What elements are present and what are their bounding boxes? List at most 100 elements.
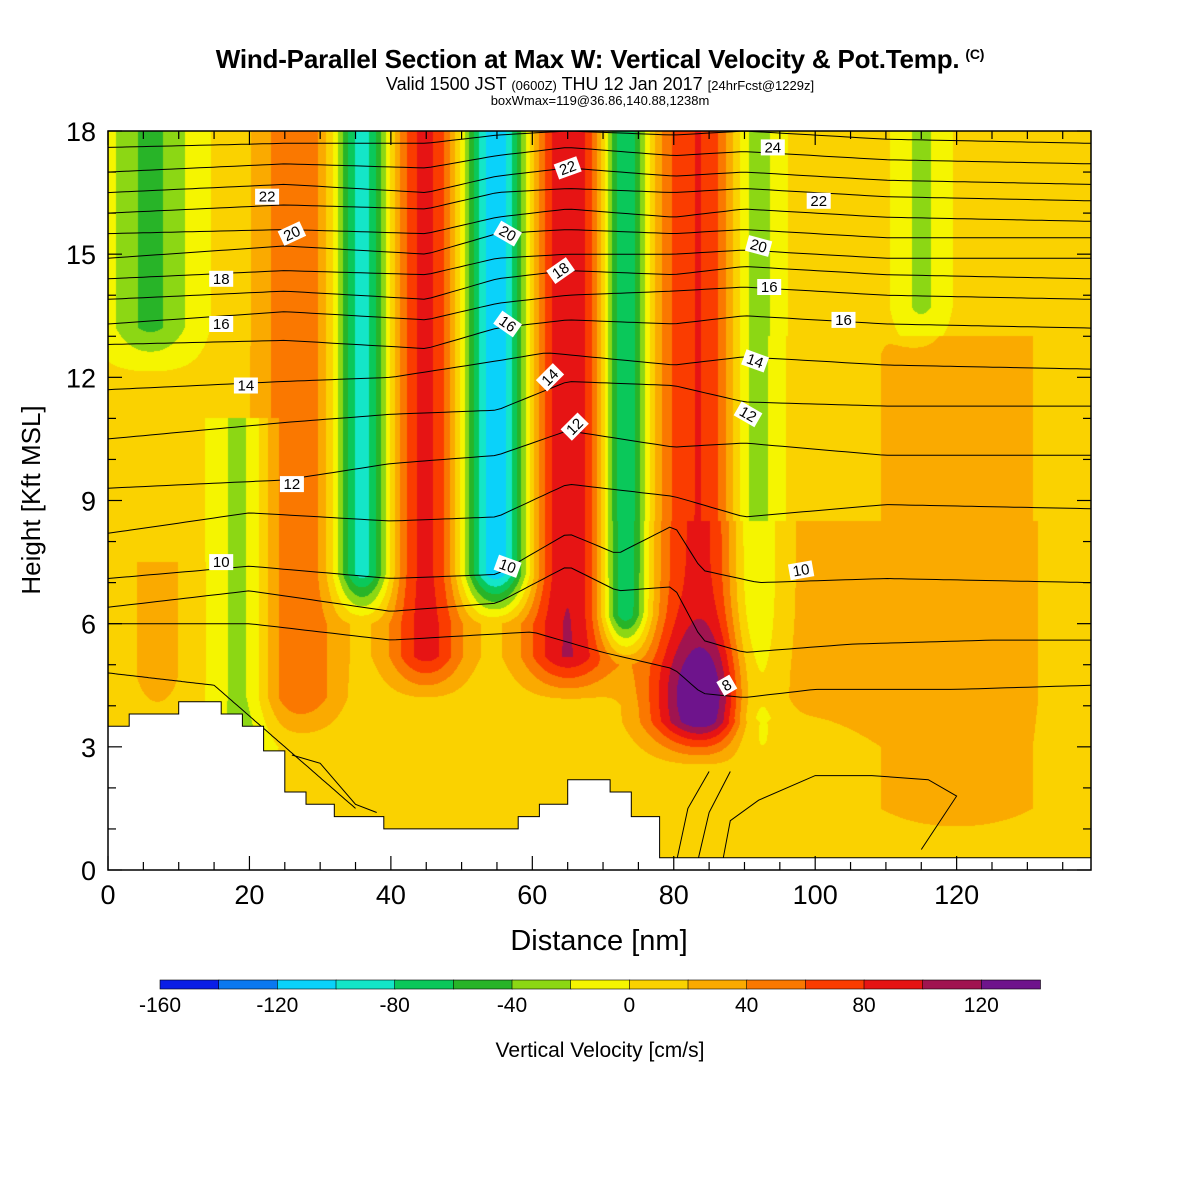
contour-label: 16 bbox=[831, 311, 856, 329]
contour-label-bg bbox=[560, 412, 589, 441]
colorbar-swatch bbox=[335, 979, 396, 990]
valid-prefix: Valid 1500 JST bbox=[385, 74, 507, 94]
contour-label-bg bbox=[535, 363, 565, 392]
colorbar-swatch bbox=[570, 979, 631, 990]
contour-label-bg bbox=[760, 139, 785, 156]
colorbar-tick-label: -120 bbox=[256, 994, 298, 1017]
y-tick-label: 3 bbox=[81, 733, 96, 763]
box-info: boxWmax=119@36.86,140.88,1238m bbox=[490, 93, 710, 108]
contour-label: 8 bbox=[716, 674, 738, 696]
colorbar-swatch bbox=[746, 979, 807, 990]
contour-label: 14 bbox=[741, 349, 770, 373]
colorbar-swatch bbox=[922, 979, 983, 990]
x-tick-label: 60 bbox=[517, 880, 547, 910]
contour-label-text: 18 bbox=[549, 259, 572, 282]
colorbar-tick-label: 120 bbox=[964, 994, 999, 1017]
colorbar-swatch bbox=[159, 979, 220, 990]
contour-label-bg bbox=[716, 674, 738, 696]
contour-label-text: 14 bbox=[238, 378, 255, 395]
contour-label-bg bbox=[279, 476, 304, 493]
colorbar-swatch bbox=[863, 979, 924, 990]
contour-label-bg bbox=[209, 554, 234, 571]
contour-label: 12 bbox=[733, 401, 763, 428]
contour-label-bg bbox=[553, 156, 582, 180]
contour-label-text: 22 bbox=[557, 158, 578, 180]
valid-zulu: (0600Z) bbox=[511, 78, 557, 93]
chart-subtitle: Valid 1500 JST (0600Z) THU 12 Jan 2017 [… bbox=[0, 74, 1200, 95]
contour-label-text: 16 bbox=[761, 279, 778, 296]
colorbar-swatch bbox=[629, 979, 689, 990]
contour-label-bg bbox=[757, 279, 782, 295]
colorbar-swatch bbox=[394, 979, 455, 990]
x-tick-label: 80 bbox=[659, 880, 689, 910]
colorbar-swatch bbox=[981, 979, 1041, 990]
isentrope bbox=[108, 352, 1091, 391]
contour-label-text: 24 bbox=[764, 139, 781, 156]
contour-label-bg bbox=[209, 316, 234, 332]
x-tick-label: 100 bbox=[793, 880, 838, 910]
isentrope bbox=[108, 672, 356, 809]
contour-label: 10 bbox=[493, 554, 522, 578]
contour-label-text: 10 bbox=[213, 554, 230, 571]
contour-label: 20 bbox=[744, 235, 773, 257]
contour-label-text: 16 bbox=[496, 313, 519, 336]
isentrope bbox=[108, 315, 1091, 350]
axes: 0 20 40 60 80 100 120 0 3 6 9 12 15 18 bbox=[66, 117, 1091, 910]
contour-label-text: 14 bbox=[744, 351, 765, 373]
contour-label: 14 bbox=[535, 363, 565, 392]
colorbar-swatch bbox=[218, 979, 279, 990]
x-axis-label: Distance [nm] bbox=[510, 925, 687, 957]
contour-label-text: 16 bbox=[835, 312, 852, 329]
isentrope bbox=[108, 526, 1091, 584]
contour-label: 22 bbox=[553, 156, 582, 180]
isentrope bbox=[722, 775, 958, 858]
contour-label-text: 10 bbox=[497, 556, 518, 578]
y-tick-label: 15 bbox=[66, 240, 96, 270]
colorbar-swatch bbox=[687, 979, 748, 990]
contour-label-text: 22 bbox=[259, 189, 276, 206]
contour-labels: 22 20 18 16 14 12 10 22 20 18 16 14 12 10 24 22 20 16 16 14… bbox=[209, 139, 856, 696]
contour-label-bg bbox=[493, 310, 523, 338]
colorbar-swatch bbox=[805, 979, 865, 990]
contour-label-bg bbox=[233, 377, 258, 394]
colorbar-tick-label: 0 bbox=[623, 994, 635, 1017]
isentrope bbox=[108, 249, 1091, 280]
contour-label-bg bbox=[277, 221, 307, 246]
isentrope bbox=[108, 188, 1091, 214]
isentrope bbox=[108, 381, 1091, 440]
contour-label-text: 10 bbox=[791, 561, 810, 581]
contour-label: 12 bbox=[560, 412, 589, 441]
contour-label-bg bbox=[733, 401, 763, 428]
isentrope bbox=[108, 266, 1091, 300]
contour-label-text: 20 bbox=[281, 223, 303, 245]
potential-temperature-contours bbox=[108, 131, 1091, 858]
contour-label: 16 bbox=[757, 279, 782, 296]
contour-label-bg bbox=[831, 311, 856, 328]
contour-label: 24 bbox=[760, 139, 785, 156]
colorbar-swatch bbox=[277, 979, 337, 990]
contour-label: 22 bbox=[255, 188, 280, 206]
isentrope bbox=[108, 229, 1091, 259]
isentrope bbox=[108, 208, 1091, 235]
contour-label-bg bbox=[493, 220, 522, 247]
contour-label: 16 bbox=[209, 316, 234, 333]
isentrope bbox=[108, 167, 1091, 194]
contour-label-text: 18 bbox=[213, 271, 230, 288]
contour-label: 20 bbox=[277, 221, 307, 246]
contour-label-bg bbox=[787, 560, 815, 581]
isentrope bbox=[291, 754, 377, 813]
terrain-mask bbox=[107, 701, 1092, 871]
contour-label: 18 bbox=[209, 270, 234, 288]
valid-date: THU 12 Jan 2017 bbox=[561, 74, 703, 94]
y-tick-label: 12 bbox=[66, 363, 96, 393]
y-tick-label: 6 bbox=[81, 610, 96, 640]
contour-label: 10 bbox=[787, 560, 815, 581]
colorbar-tick-label: -160 bbox=[139, 994, 181, 1017]
colorbar-tick-label: 40 bbox=[735, 994, 758, 1017]
colorbar-tick-label: -80 bbox=[379, 994, 409, 1017]
colorbar: -160 -120 -80 -40 0 40 80 120 bbox=[139, 979, 1041, 1017]
y-tick-label: 9 bbox=[81, 487, 96, 517]
chart-title: Wind-Parallel Section at Max W: Vertical… bbox=[215, 44, 985, 74]
y-tick-label: 0 bbox=[81, 856, 96, 886]
